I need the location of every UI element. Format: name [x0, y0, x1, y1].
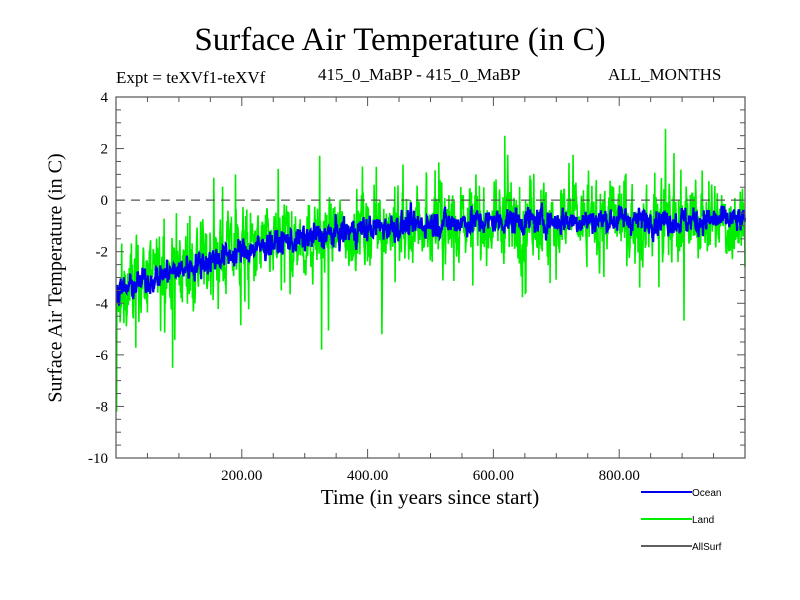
legend-label: AllSurf [692, 542, 722, 553]
axis-ticks: -10 -8 -6 -4 -2 0 2 4 200.00 400.00 600.00 800.00 [88, 90, 745, 484]
legend-label: Ocean [692, 488, 721, 499]
y-tick-label: -2 [96, 245, 109, 261]
legend-item-ocean: Ocean [641, 488, 721, 499]
legend-item-allsurf: AllSurf [641, 542, 722, 553]
legend: Ocean Land AllSurf [641, 488, 722, 553]
x-tick-label: 800.00 [599, 468, 640, 484]
series-line-ocean [115, 202, 747, 306]
x-tick-label: 400.00 [347, 468, 388, 484]
legend-label: Land [692, 515, 714, 526]
y-tick-label: -6 [96, 348, 109, 364]
y-tick-label: -8 [96, 399, 109, 415]
y-tick-label: 0 [101, 193, 109, 209]
y-tick-label: 4 [101, 90, 109, 106]
experiment-label: Expt = teXVf1-teXVf [116, 68, 266, 87]
x-tick-label: 200.00 [221, 468, 262, 484]
months-label: ALL_MONTHS [608, 65, 722, 84]
y-tick-label: -4 [96, 296, 109, 312]
y-tick-label: 2 [101, 142, 109, 158]
y-tick-label: -10 [88, 451, 108, 467]
chart-title: Surface Air Temperature (in C) [194, 22, 606, 58]
x-axis-label: Time (in years since start) [320, 485, 540, 509]
period-label: 415_0_MaBP - 415_0_MaBP [318, 65, 521, 84]
series-layer [115, 128, 747, 412]
legend-item-land: Land [641, 515, 714, 526]
x-tick-label: 600.00 [473, 468, 514, 484]
